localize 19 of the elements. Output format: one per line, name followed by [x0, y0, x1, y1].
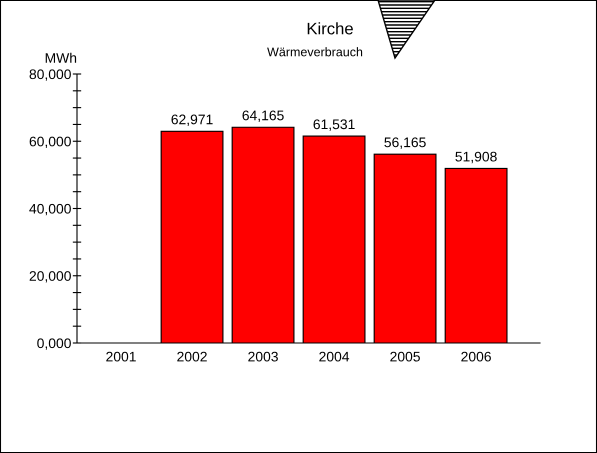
x-tick-label: 2006	[461, 352, 491, 362]
y-tick-label: 20,000	[30, 271, 71, 283]
x-tick-label: 2001	[106, 352, 136, 362]
data-label: 51,908	[455, 152, 497, 164]
y-tick-label: 0,000	[37, 338, 71, 350]
y-tick-label: 80,000	[30, 69, 71, 81]
x-tick-label: 2004	[319, 352, 350, 362]
x-tick-label: 2005	[390, 352, 420, 362]
chart-subtitle: Wärmeverbrauch	[267, 47, 362, 56]
data-label: 61,531	[314, 119, 355, 131]
data-label: 62,971	[172, 114, 213, 126]
x-tick-label: 2002	[177, 352, 207, 362]
chart-title: Kirche	[308, 22, 353, 34]
x-tick-label: 2003	[248, 352, 278, 362]
y-tick-label: 40,000	[29, 204, 71, 216]
y-axis-title: MWh	[46, 52, 76, 63]
y-tick-label: 60,000	[30, 136, 71, 148]
data-label: 56,165	[384, 137, 426, 149]
data-label: 64,165	[242, 110, 284, 122]
